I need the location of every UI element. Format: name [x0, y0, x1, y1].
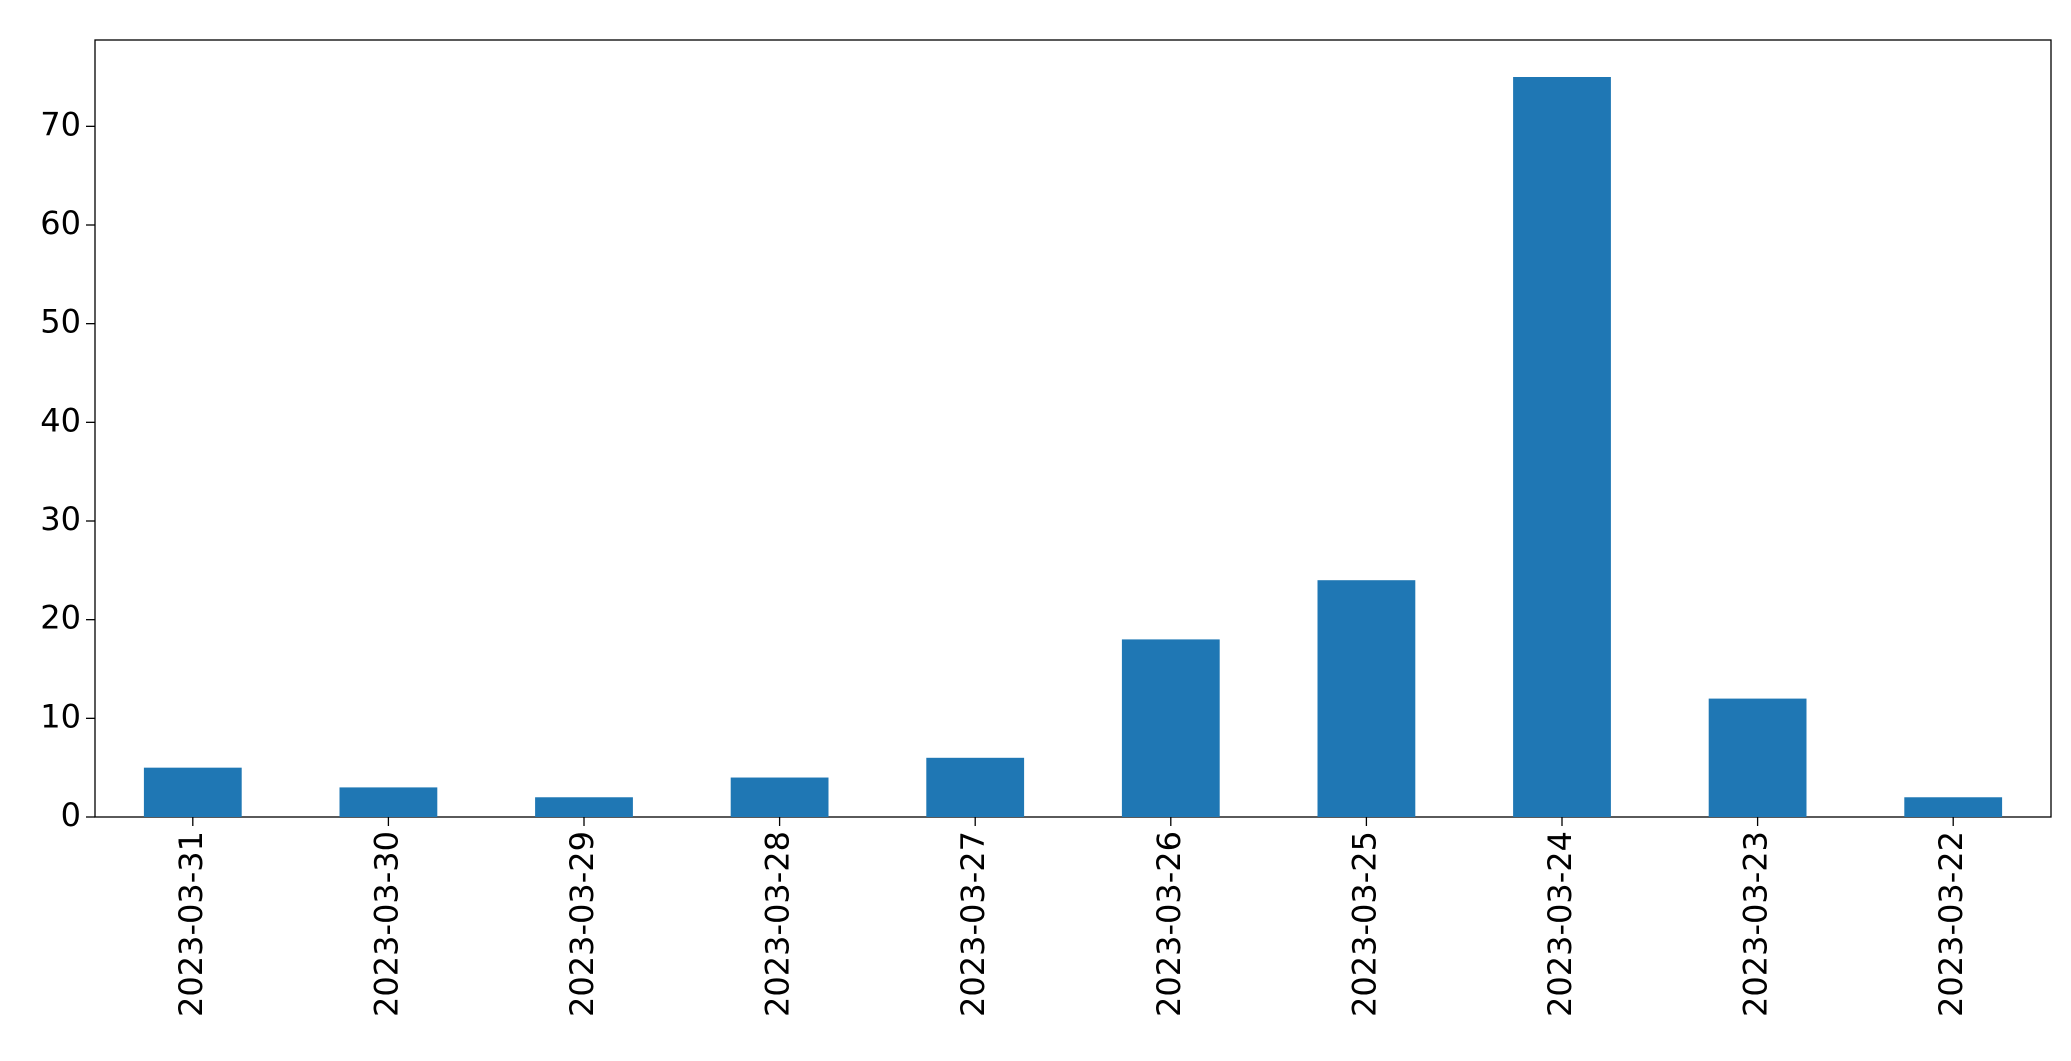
bar [535, 797, 633, 817]
x-tick-label: 2023-03-30 [367, 831, 405, 1017]
x-tick-label: 2023-03-29 [563, 831, 601, 1017]
y-tick-label: 20 [40, 599, 81, 637]
x-tick-label: 2023-03-31 [172, 831, 210, 1017]
x-tick-label: 2023-03-26 [1150, 831, 1188, 1017]
bar [339, 787, 438, 817]
bar [1708, 698, 1807, 817]
x-tick-label: 2023-03-23 [1737, 831, 1775, 1017]
y-tick-label: 30 [40, 500, 81, 538]
y-tick-label: 60 [40, 204, 81, 242]
bar [1121, 639, 1220, 817]
bar [1904, 797, 2003, 817]
bar [730, 777, 829, 817]
bar [143, 767, 242, 817]
y-tick-label: 70 [40, 105, 81, 143]
y-tick-label: 0 [61, 796, 81, 834]
y-tick-label: 50 [40, 303, 81, 341]
bar [1317, 580, 1416, 817]
y-tick-label: 40 [40, 401, 81, 439]
x-tick-label: 2023-03-22 [1932, 831, 1970, 1017]
bar [1513, 77, 1611, 817]
plot-frame [94, 39, 2052, 818]
x-tick-label: 2023-03-25 [1345, 831, 1383, 1017]
x-tick-label: 2023-03-24 [1541, 831, 1579, 1017]
x-tick-label: 2023-03-28 [759, 831, 797, 1017]
x-tick-label: 2023-03-27 [954, 831, 992, 1017]
bar [926, 757, 1025, 817]
y-tick-label: 10 [40, 697, 81, 735]
